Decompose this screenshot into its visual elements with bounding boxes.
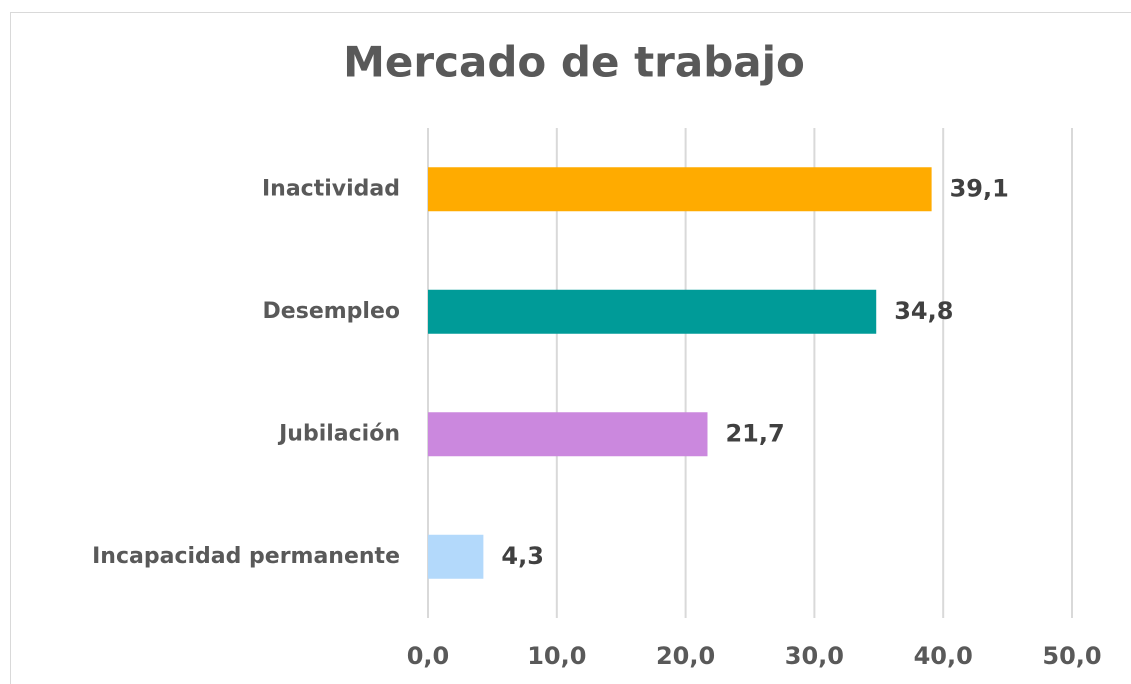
y-tick-label: Jubilación bbox=[277, 421, 400, 446]
x-tick-label: 40,0 bbox=[914, 642, 973, 670]
data-label: 21,7 bbox=[725, 419, 784, 447]
x-tick-label: 0,0 bbox=[407, 642, 450, 670]
bar bbox=[428, 289, 877, 334]
x-tick-label: 10,0 bbox=[527, 642, 586, 670]
y-tick-label: Incapacidad permanente bbox=[92, 544, 400, 569]
y-tick-label: Inactividad bbox=[262, 176, 400, 201]
data-label: 39,1 bbox=[950, 174, 1009, 202]
x-tick-label: 30,0 bbox=[785, 642, 844, 670]
x-tick-label: 20,0 bbox=[656, 642, 715, 670]
bar bbox=[428, 534, 484, 579]
data-label: 4,3 bbox=[501, 542, 544, 570]
bar bbox=[428, 412, 708, 457]
x-tick-label: 50,0 bbox=[1042, 642, 1101, 670]
chart-title: Mercado de trabajo bbox=[343, 38, 805, 87]
bar bbox=[428, 167, 932, 212]
y-tick-label: Desempleo bbox=[263, 299, 400, 324]
data-label: 34,8 bbox=[894, 297, 953, 325]
chart-border bbox=[10, 12, 1131, 684]
